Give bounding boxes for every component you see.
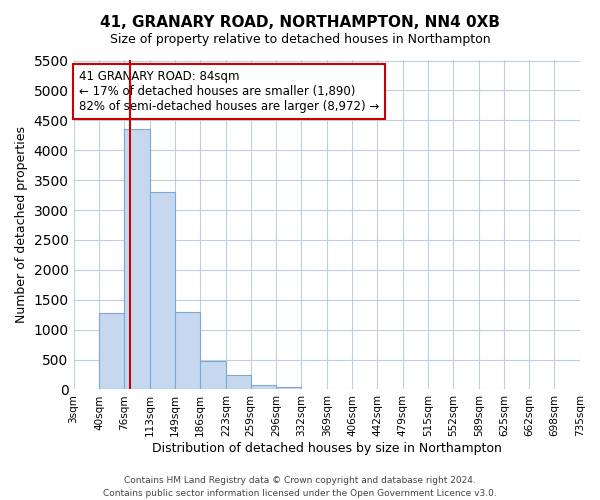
- Bar: [226, 375, 251, 390]
- Text: Contains HM Land Registry data © Crown copyright and database right 2024.: Contains HM Land Registry data © Crown c…: [124, 476, 476, 485]
- Y-axis label: Number of detached properties: Number of detached properties: [15, 126, 28, 324]
- Bar: [276, 387, 301, 390]
- Text: 41, GRANARY ROAD, NORTHAMPTON, NN4 0XB: 41, GRANARY ROAD, NORTHAMPTON, NN4 0XB: [100, 15, 500, 30]
- X-axis label: Distribution of detached houses by size in Northampton: Distribution of detached houses by size …: [152, 442, 502, 455]
- Bar: [149, 192, 175, 390]
- Bar: [251, 384, 276, 390]
- Bar: [99, 313, 124, 390]
- Bar: [200, 360, 226, 390]
- Bar: [124, 130, 149, 390]
- Text: Contains public sector information licensed under the Open Government Licence v3: Contains public sector information licen…: [103, 488, 497, 498]
- Bar: [175, 312, 200, 390]
- Text: 41 GRANARY ROAD: 84sqm
← 17% of detached houses are smaller (1,890)
82% of semi-: 41 GRANARY ROAD: 84sqm ← 17% of detached…: [79, 70, 379, 114]
- Text: Size of property relative to detached houses in Northampton: Size of property relative to detached ho…: [110, 32, 490, 46]
